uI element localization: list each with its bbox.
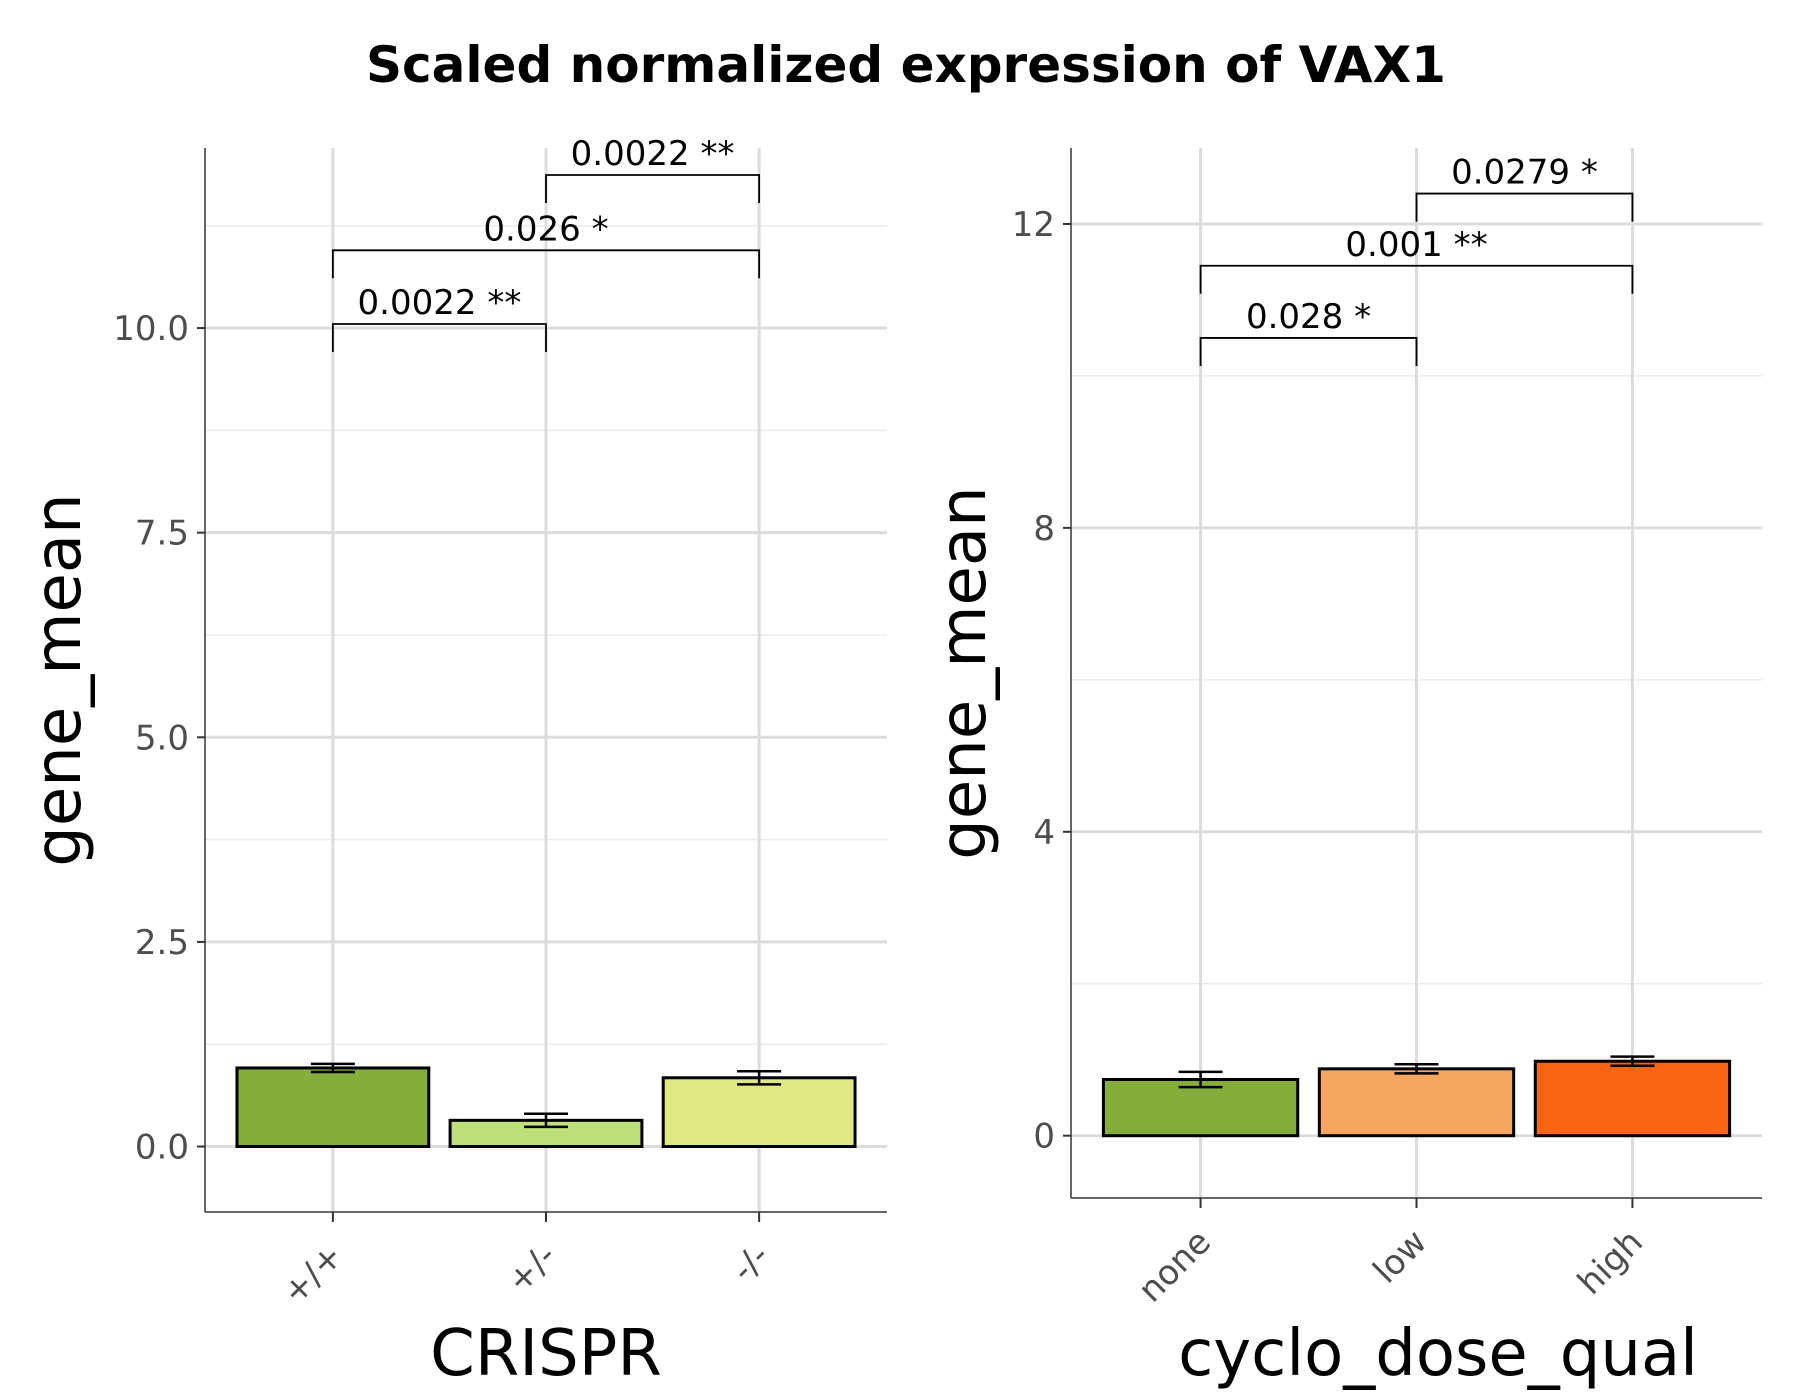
x-tick-label: high bbox=[1570, 1222, 1651, 1303]
comparison-label: 0.001 ** bbox=[1345, 225, 1487, 265]
comparison-label: 0.028 * bbox=[1246, 297, 1371, 337]
chart-panel-2: 0 4 8 12 0.028 * 0.001 ** 0.0279 * none low high c… bbox=[927, 148, 1762, 1391]
comparison-label: 0.0279 * bbox=[1451, 153, 1598, 193]
comparison-label: 0.026 * bbox=[483, 209, 608, 249]
bar-low bbox=[1317, 1067, 1516, 1138]
y-tick-label: 0 bbox=[1033, 1117, 1055, 1157]
y-tick-label: 8 bbox=[1033, 509, 1055, 549]
comparison-bracket bbox=[1199, 264, 1634, 294]
comparison-bracket bbox=[331, 323, 547, 352]
error-bar bbox=[524, 1112, 568, 1129]
x-tick-label: low bbox=[1366, 1222, 1435, 1291]
x-axis-title: CRISPR bbox=[430, 1317, 662, 1391]
y-tick-label: 0.0 bbox=[135, 1128, 189, 1168]
y-tick-label: 12 bbox=[1012, 205, 1055, 245]
y-tick-label: 10.0 bbox=[113, 309, 189, 349]
error-bar bbox=[310, 1062, 355, 1074]
x-tick-label: +/+ bbox=[275, 1236, 352, 1313]
chart-panels: 0.0 2.5 5.0 7.5 10.0 0.0022 ** 0.026 * 0.0022 *… bbox=[22, 134, 1762, 1391]
y-axis-title: gene_mean bbox=[927, 486, 1001, 859]
comparison-bracket bbox=[1415, 192, 1634, 222]
y-tick-label: 4 bbox=[1033, 813, 1055, 853]
x-tick-label: -/- bbox=[724, 1236, 778, 1290]
y-tick-label: 7.5 bbox=[135, 514, 189, 554]
comparison-bracket bbox=[545, 174, 761, 204]
x-tick-label: none bbox=[1131, 1222, 1219, 1310]
comparison-bracket bbox=[331, 249, 761, 279]
y-tick-label: 5.0 bbox=[135, 718, 189, 758]
error-bar bbox=[737, 1069, 782, 1086]
x-axis-title: cyclo_dose_qual bbox=[1178, 1317, 1698, 1391]
x-tick-label: +/- bbox=[499, 1236, 564, 1301]
bar-high bbox=[1533, 1059, 1732, 1138]
bar-+/+ bbox=[235, 1066, 431, 1149]
error-bar bbox=[1394, 1063, 1439, 1075]
error-bar bbox=[1178, 1070, 1223, 1089]
figure-title: Scaled normalized expression of VAX1 bbox=[366, 36, 1446, 94]
y-tick-label: 2.5 bbox=[135, 923, 189, 963]
comparison-bracket bbox=[1199, 337, 1418, 366]
chart-panel-1: 0.0 2.5 5.0 7.5 10.0 0.0022 ** 0.026 * 0.0022 *… bbox=[22, 134, 887, 1391]
error-bar bbox=[1610, 1055, 1655, 1068]
comparison-label: 0.0022 ** bbox=[571, 134, 735, 174]
bar--/- bbox=[661, 1076, 857, 1149]
y-axis-title: gene_mean bbox=[22, 493, 96, 866]
comparison-label: 0.0022 ** bbox=[358, 283, 522, 323]
